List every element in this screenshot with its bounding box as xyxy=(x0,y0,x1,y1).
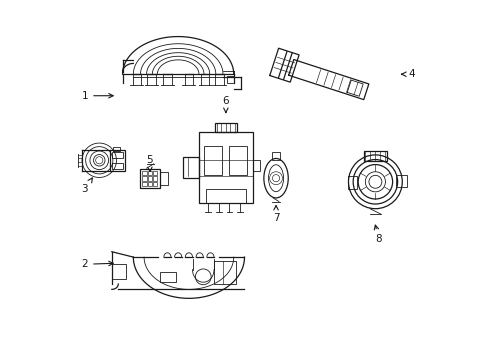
Bar xyxy=(110,149,125,171)
Bar xyxy=(142,176,146,181)
Bar xyxy=(153,182,157,186)
Bar xyxy=(271,152,280,159)
Bar xyxy=(183,157,199,178)
Bar xyxy=(112,152,123,158)
Bar xyxy=(112,264,126,279)
Bar xyxy=(214,261,235,284)
Bar xyxy=(252,160,260,171)
Bar xyxy=(113,147,120,151)
Bar xyxy=(226,76,233,83)
Bar xyxy=(160,172,167,185)
Bar xyxy=(140,168,160,188)
Bar xyxy=(199,132,252,203)
Bar xyxy=(147,176,152,181)
Bar xyxy=(206,189,245,203)
Bar xyxy=(112,163,123,169)
Bar xyxy=(229,146,247,175)
Bar xyxy=(142,171,146,175)
Bar xyxy=(215,123,236,132)
Bar xyxy=(153,171,157,175)
Text: 7: 7 xyxy=(272,206,279,222)
Text: 6: 6 xyxy=(222,96,229,112)
Bar xyxy=(204,146,222,175)
Bar xyxy=(147,171,152,175)
Bar xyxy=(142,182,146,186)
Bar xyxy=(395,175,406,187)
Bar xyxy=(348,176,357,189)
Bar xyxy=(153,176,157,181)
Text: 4: 4 xyxy=(401,69,414,79)
Text: 1: 1 xyxy=(81,91,113,101)
Bar xyxy=(160,272,176,282)
Text: 5: 5 xyxy=(146,155,152,172)
Bar xyxy=(147,182,152,186)
Text: 2: 2 xyxy=(81,259,113,269)
Text: 8: 8 xyxy=(373,225,382,244)
Bar xyxy=(363,151,386,161)
Text: 3: 3 xyxy=(81,178,92,194)
